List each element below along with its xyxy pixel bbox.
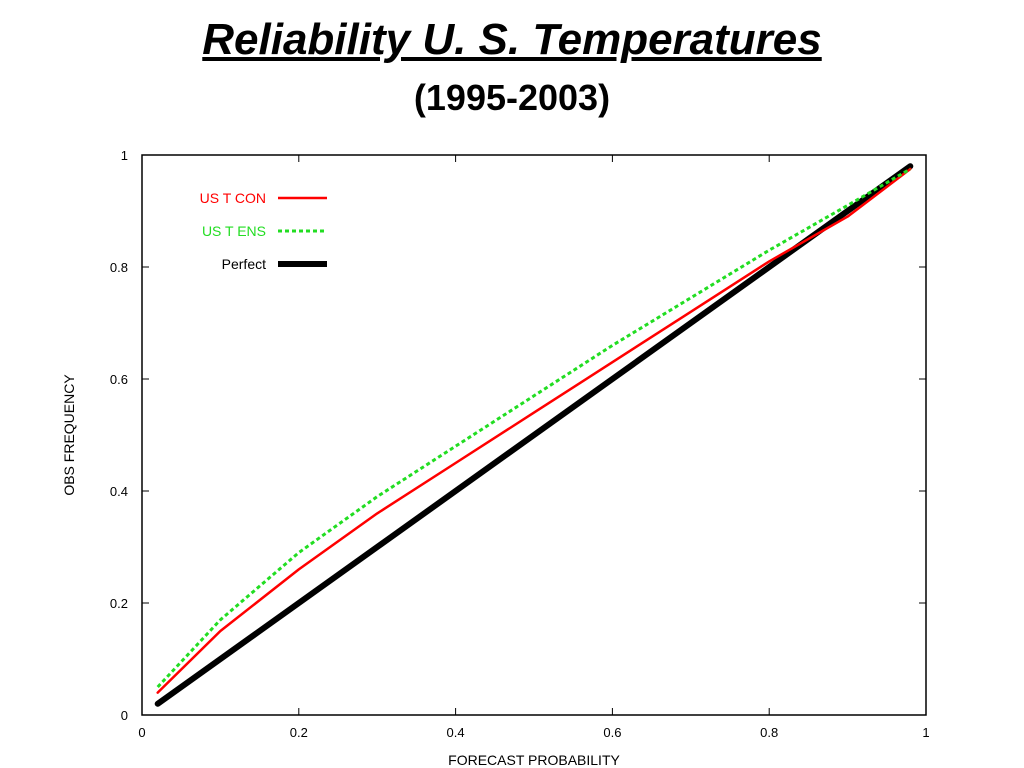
x-tick-label: 0.2 [290,725,308,740]
y-tick-label: 0 [121,708,128,723]
y-tick-label: 0.8 [110,260,128,275]
legend: US T CON US T ENS Perfect [200,190,327,272]
slide-subtitle: (1995-2003) [413,77,611,118]
legend-label: US T CON [200,190,266,206]
x-tick-label: 0.4 [447,725,465,740]
x-tick-label: 0.8 [760,725,778,740]
series-line-us-t-con [156,167,912,694]
series-lines [154,163,914,707]
y-tick-label: 0.4 [110,484,128,499]
legend-label: US T ENS [202,223,266,239]
x-axis-title: FORECAST PROBABILITY [448,752,620,768]
y-tick-label: 1 [121,148,128,163]
x-tick-label: 0 [138,725,145,740]
series-line-us-t-ens [156,167,912,689]
legend-label: Perfect [222,256,266,272]
x-tick-label: 1 [922,725,929,740]
series-line-perfect [154,163,914,707]
axis-ticks: 0 0.2 0.4 0.6 0.8 1 0 0.2 0.4 0.6 0.8 1 [110,148,930,740]
y-tick-label: 0.6 [110,372,128,387]
plot-area [141,154,927,716]
slide-title: Reliability U. S. Temperatures [202,15,822,64]
y-tick-label: 0.2 [110,596,128,611]
y-axis-title: OBS FREQUENCY [61,374,77,496]
x-tick-label: 0.6 [603,725,621,740]
